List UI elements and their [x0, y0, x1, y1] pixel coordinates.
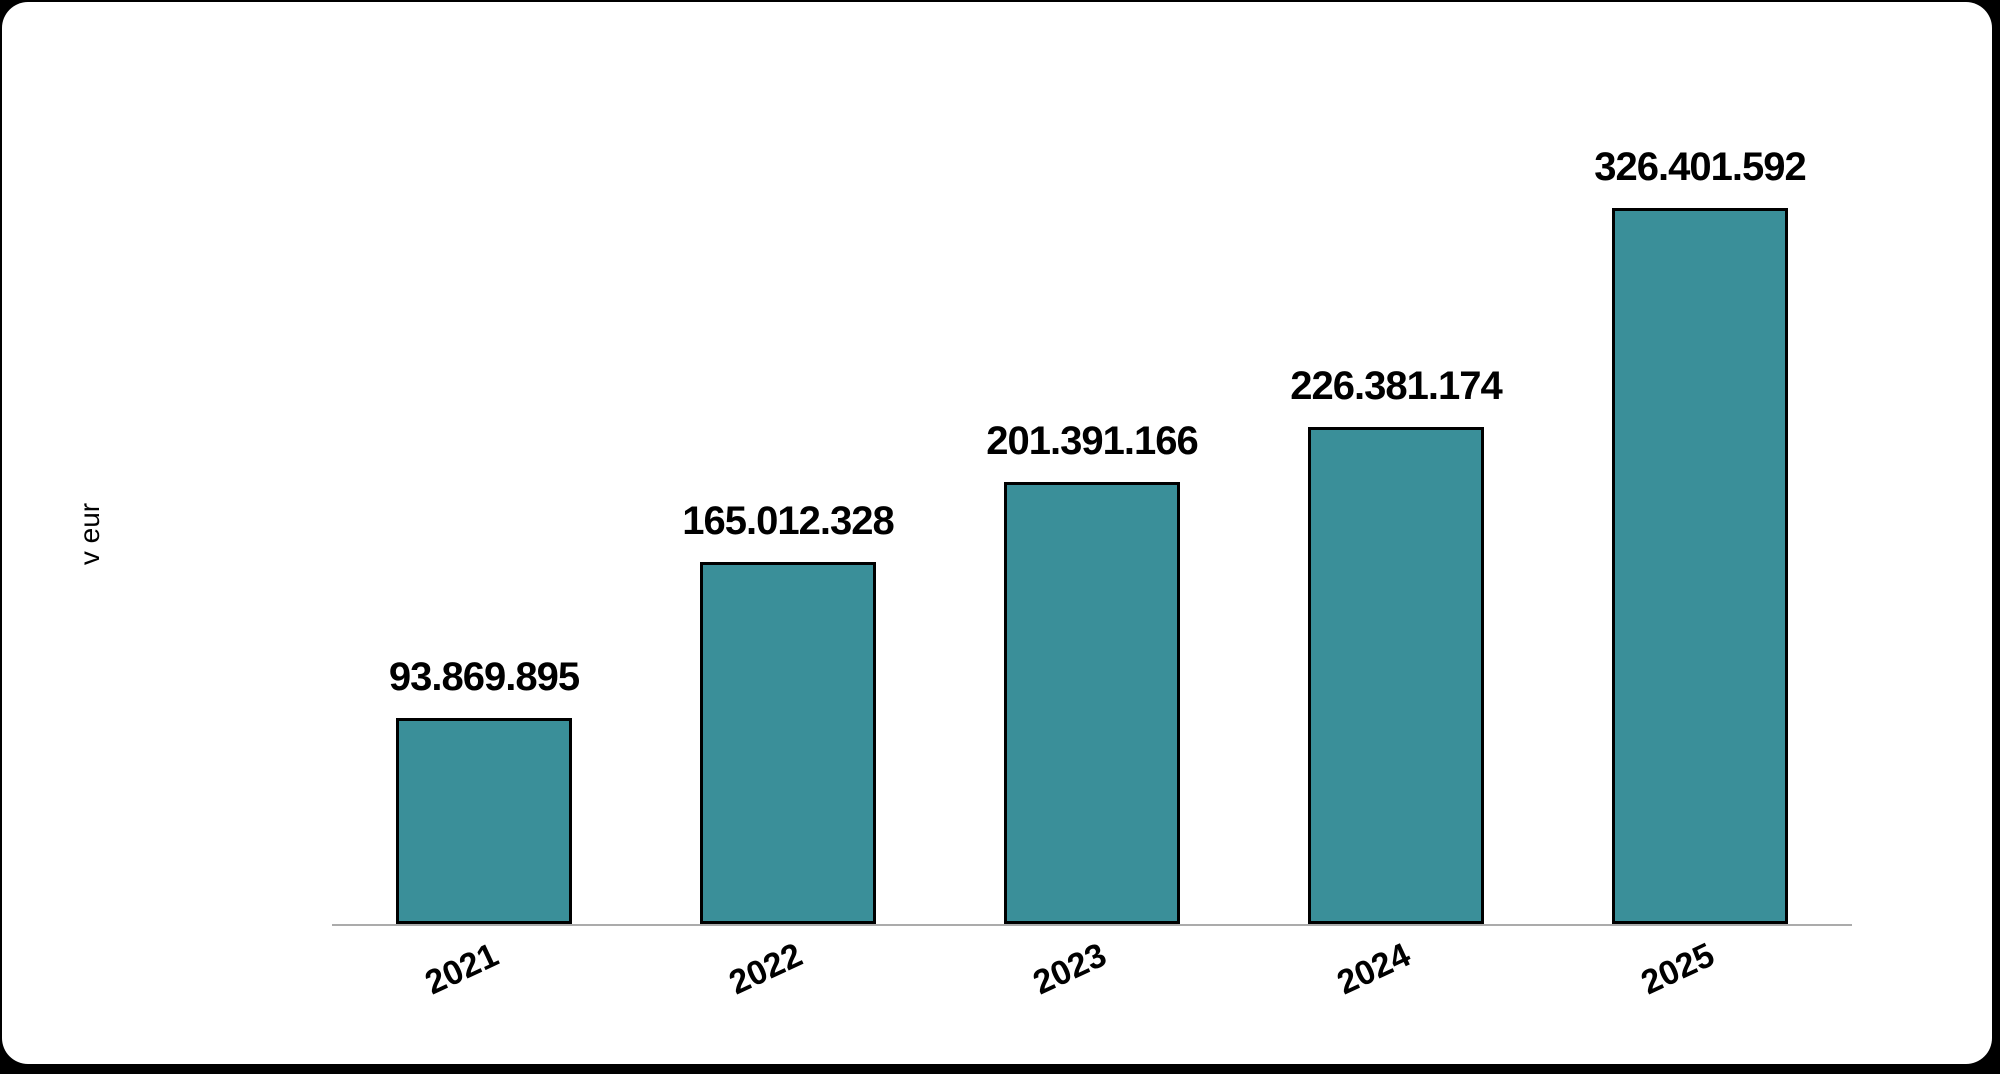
bar-value-label-2023: 201.391.166	[986, 419, 1198, 463]
bar-value-label-2021: 93.869.895	[388, 655, 580, 699]
bar-value-label-2025: 326.401.592	[1594, 145, 1806, 189]
bar-2025	[1612, 208, 1788, 924]
bar-value-label-2024: 226.381.174	[1290, 364, 1502, 408]
bar-2024	[1308, 427, 1484, 924]
x-axis-line	[332, 924, 1852, 926]
bar-2022	[700, 562, 876, 924]
y-axis-label: v eur	[74, 502, 105, 566]
bar-2023	[1004, 482, 1180, 924]
bar-2021	[396, 718, 572, 924]
bar-value-label-2022: 165.012.328	[682, 499, 894, 543]
